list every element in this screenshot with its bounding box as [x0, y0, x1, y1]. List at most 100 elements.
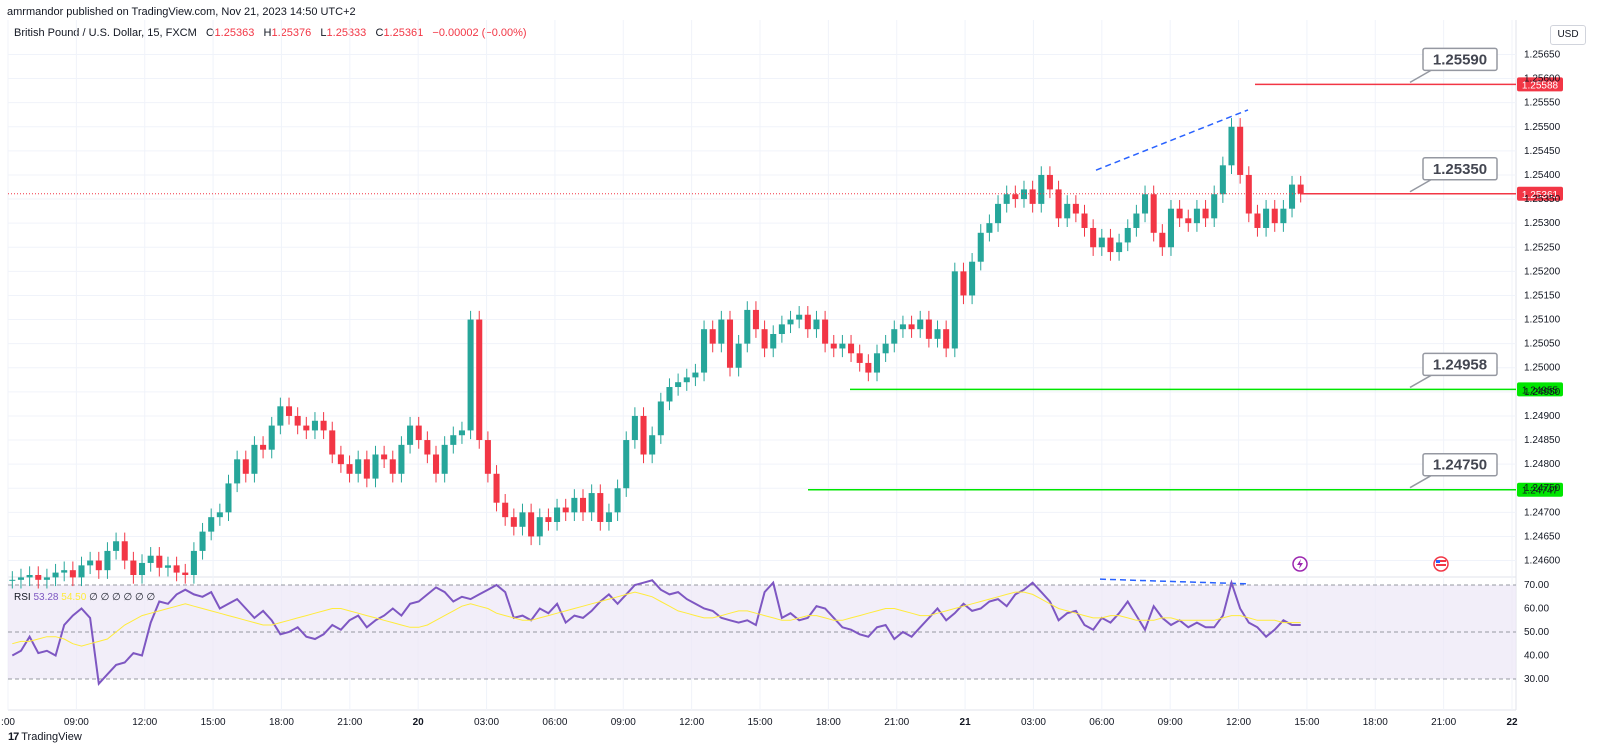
price-tick-label: 1.24950 [1524, 387, 1561, 398]
candle-body [484, 440, 491, 474]
rsi-tick-label: 50.00 [1524, 627, 1549, 638]
candle [87, 551, 94, 575]
rsi-axis[interactable]: 70.00 60.00 50.00 40.00 30.00 [1524, 580, 1549, 685]
candle-body [1176, 208, 1183, 219]
time-axis[interactable]: :00 09:00 12:00 15:00 18:00 21:00 20 03:00 06:00… [1, 717, 1518, 728]
candle [61, 561, 68, 582]
candle [52, 563, 59, 587]
callout-box [1422, 452, 1498, 477]
candle [796, 306, 803, 329]
candle-body [856, 353, 863, 363]
candle [770, 325, 777, 358]
candle [934, 320, 941, 348]
candle-body [1020, 189, 1028, 200]
ohlc-low-label: L [320, 27, 327, 39]
candle-body [752, 309, 759, 330]
candle [1142, 185, 1149, 223]
candle [1029, 180, 1036, 213]
candle-body [562, 507, 569, 513]
candle [1237, 118, 1244, 184]
candle-body [839, 343, 846, 349]
candle [407, 416, 414, 454]
callout-box [1422, 157, 1498, 181]
candle-body [1211, 194, 1218, 219]
candle [216, 503, 223, 526]
candle [493, 465, 500, 512]
event-icons[interactable] [1292, 556, 1449, 572]
time-tick-label: 12:00 [679, 717, 704, 728]
currency-button[interactable]: USD [1550, 25, 1586, 45]
candle-body [778, 324, 785, 335]
candle [450, 426, 457, 454]
candle [346, 455, 353, 483]
candle [190, 542, 197, 584]
candle [605, 503, 612, 531]
price-axis[interactable]: 1.25650 1.25600 1.25550 1.25500 1.25450 1.254… [1524, 49, 1561, 566]
candle [925, 310, 932, 348]
candle [528, 503, 535, 546]
candle [943, 320, 950, 358]
tradingview-footer[interactable]: 17 TradingView [8, 731, 82, 743]
candle [778, 315, 785, 343]
lightning-icon[interactable] [1292, 556, 1308, 572]
candle-body [415, 425, 422, 441]
candle [813, 310, 820, 338]
candle-body [467, 319, 474, 431]
candle-body [164, 565, 171, 568]
ohlc-low: 1.25333 [326, 27, 367, 39]
candle [199, 522, 206, 560]
candle-body [69, 570, 76, 578]
level-axis-label: 1.25361 [1522, 190, 1559, 201]
candle [683, 368, 690, 391]
candle-body [450, 435, 457, 445]
candle-body [925, 319, 932, 339]
ohlc-close-label: C [375, 27, 384, 39]
price-level[interactable]: 1.25361 1.25350 [1300, 157, 1563, 201]
time-tick-label: 09:00 [611, 717, 636, 728]
candle [675, 373, 682, 396]
price-tick-label: 1.25600 [1524, 74, 1561, 85]
us-flag-icon[interactable] [1433, 556, 1449, 572]
rsi-ma-line [12, 591, 1301, 647]
candle-body [934, 329, 941, 339]
candle [182, 563, 189, 584]
candle [1228, 118, 1235, 174]
candle [908, 315, 915, 338]
candle [35, 566, 42, 589]
rsi-legend[interactable]: RSI 53.28 54.50 ∅ ∅ ∅ ∅ ∅ ∅ [14, 592, 155, 603]
rsi-legend-extras: ∅ ∅ ∅ ∅ ∅ ∅ [89, 592, 156, 603]
candle-body [770, 334, 777, 349]
candle-body [1202, 208, 1209, 219]
candle-body [113, 541, 120, 551]
rsi-divergence-line [1099, 578, 1249, 585]
candle-body [571, 497, 578, 513]
candle-body [424, 440, 431, 455]
level-axis-label: 1.25588 [1522, 80, 1559, 91]
candle [1297, 175, 1304, 203]
price-level[interactable]: 1.24955 1.24958 [850, 352, 1563, 397]
time-tick-label: 12:00 [132, 717, 157, 728]
candle [848, 334, 855, 362]
candle [510, 508, 517, 536]
candle-body [1289, 184, 1296, 209]
price-level[interactable]: 1.25588 1.25590 [1255, 47, 1563, 92]
candle-body [649, 435, 656, 455]
price-tick-label: 1.24700 [1524, 507, 1561, 518]
candle [536, 508, 543, 546]
candle-body [9, 579, 16, 581]
candle-body [614, 488, 621, 513]
candle-body [1142, 194, 1149, 214]
rsi-lines [11, 579, 1301, 686]
candle-body [1297, 184, 1304, 194]
rsi-legend-ma: 54.50 [61, 592, 87, 603]
candle-body [977, 232, 984, 262]
symbol-name[interactable]: British Pound / U.S. Dollar, 15, FXCM [14, 27, 197, 39]
candle [502, 494, 509, 526]
candle [484, 431, 491, 483]
candle-body [147, 555, 154, 563]
candle-body [510, 517, 517, 527]
candle-body [35, 575, 42, 580]
